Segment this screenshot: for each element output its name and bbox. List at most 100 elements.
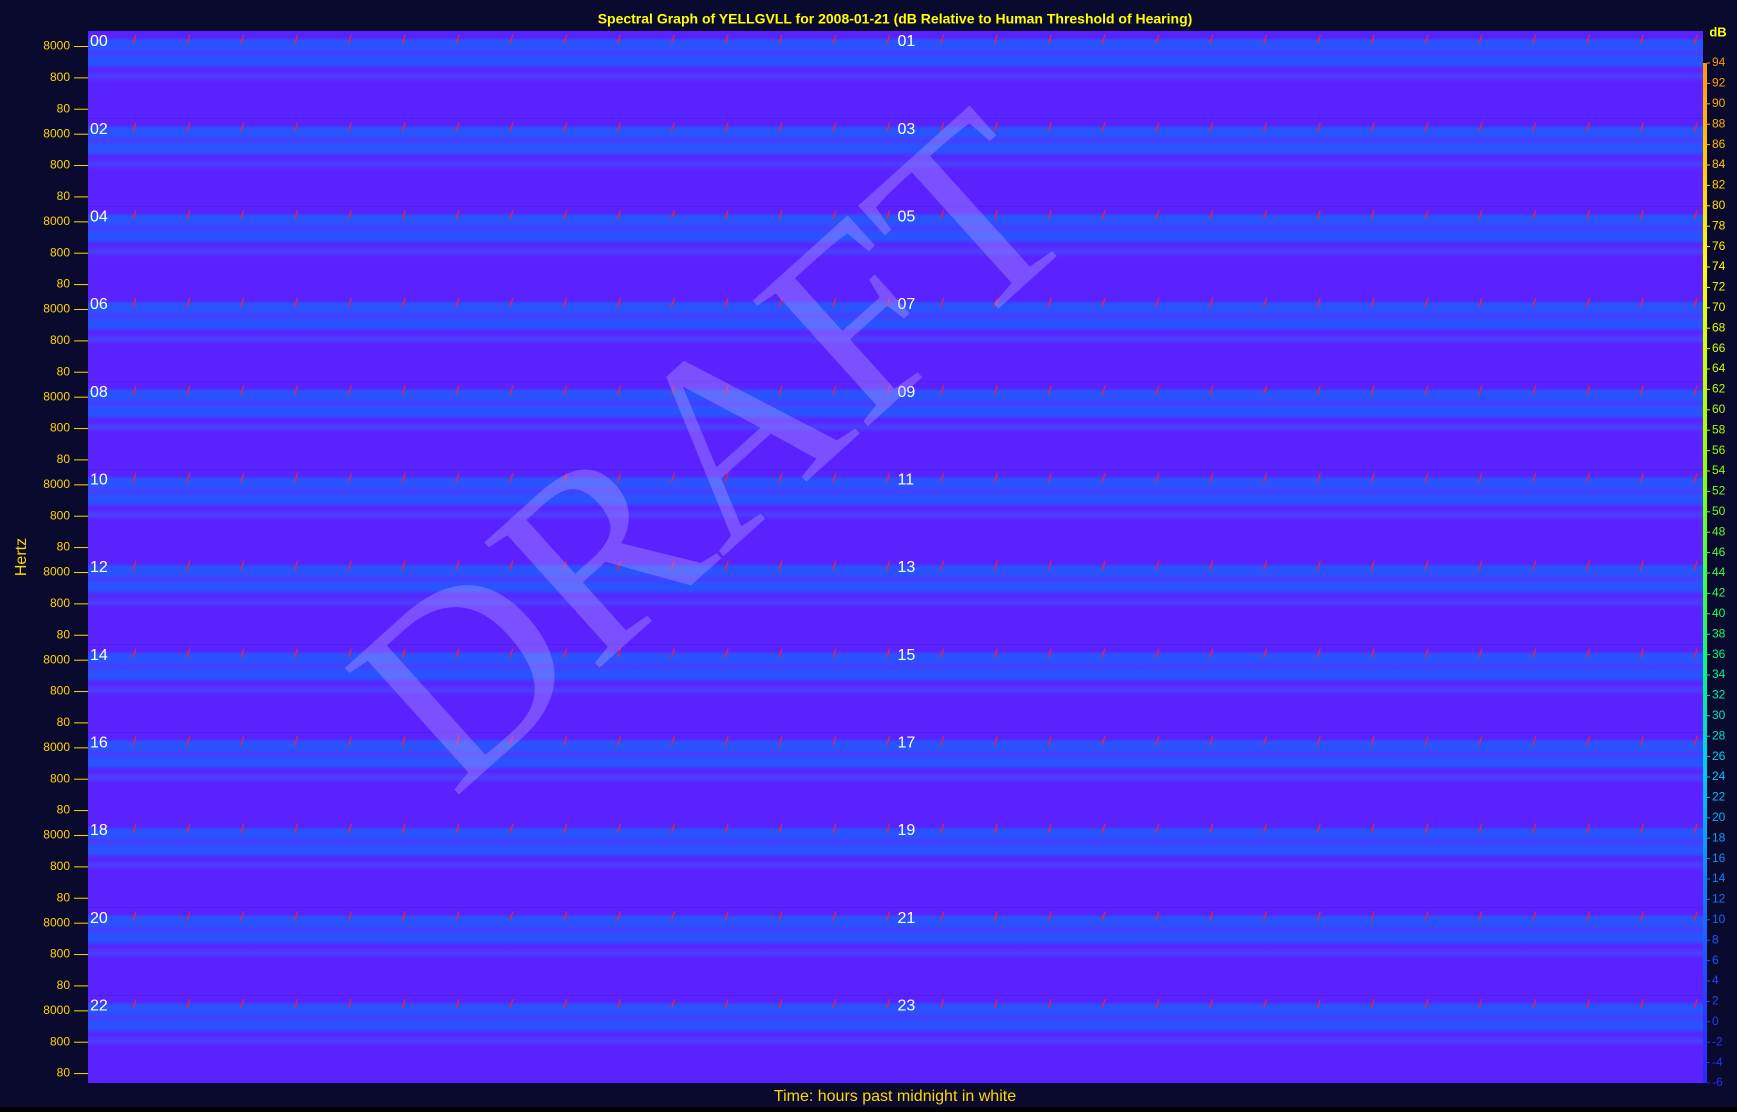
- time-marker: [1101, 122, 1106, 132]
- spectrogram-row: [88, 907, 1703, 996]
- time-marker: [240, 210, 245, 220]
- time-marker: [1155, 911, 1160, 921]
- time-marker: [293, 999, 299, 1009]
- y-tick-label: 8000: [43, 1003, 70, 1017]
- time-marker: [1047, 560, 1052, 571]
- time-marker: [1639, 297, 1644, 308]
- time-marker: [1262, 385, 1268, 395]
- time-marker: [240, 823, 245, 834]
- time-marker: [240, 122, 245, 132]
- time-marker: [1262, 736, 1268, 746]
- hour-label: 04: [90, 209, 108, 226]
- time-marker: [1262, 34, 1268, 45]
- time-marker: [455, 560, 460, 571]
- time-marker: [186, 297, 191, 308]
- time-marker: [939, 911, 945, 921]
- time-marker: [1532, 999, 1537, 1009]
- time-marker: [1101, 999, 1106, 1009]
- spectrogram-row: [88, 294, 1703, 382]
- y-tick-label: 8000: [43, 39, 70, 53]
- time-marker: [347, 297, 352, 308]
- time-marker: [401, 648, 406, 658]
- y-tick-label: 8000: [43, 828, 70, 842]
- x-axis-label: Time: hours past midnight in white: [774, 1088, 1016, 1105]
- time-marker: [1532, 297, 1537, 308]
- time-marker: [1155, 999, 1160, 1009]
- time-marker: [186, 560, 191, 571]
- time-marker: [1047, 385, 1052, 395]
- time-marker: [778, 122, 783, 132]
- colorbar-tick-label: 78: [1712, 218, 1726, 232]
- time-marker: [455, 34, 460, 45]
- time-marker: [1209, 122, 1214, 132]
- time-marker: [1370, 473, 1375, 483]
- time-marker: [1532, 385, 1537, 395]
- time-marker: [1478, 210, 1483, 220]
- time-marker: [670, 34, 675, 45]
- time-marker: [1424, 736, 1429, 746]
- time-marker: [724, 911, 729, 921]
- hour-label: 17: [898, 735, 916, 752]
- hour-label: 09: [898, 384, 916, 401]
- spectrogram-row: [88, 118, 1703, 207]
- colorbar-tick-label: 18: [1712, 830, 1726, 844]
- hour-label: 23: [898, 998, 916, 1015]
- time-marker: [1424, 210, 1429, 220]
- time-marker: [1585, 736, 1591, 746]
- time-marker: [616, 999, 622, 1009]
- time-marker: [1639, 999, 1644, 1009]
- time-marker: [832, 736, 837, 746]
- y-tick-label: 8000: [43, 565, 70, 579]
- hour-label: 13: [898, 559, 916, 576]
- spectrogram-row: [88, 644, 1703, 733]
- spectrogram-row: [88, 995, 1703, 1083]
- time-marker: [1693, 473, 1698, 483]
- colorbar-tick-label: 8: [1712, 932, 1719, 946]
- time-marker: [670, 473, 675, 483]
- time-marker: [1693, 122, 1698, 132]
- time-marker: [1370, 560, 1375, 571]
- time-marker: [886, 210, 891, 220]
- time-marker: [1424, 999, 1429, 1009]
- colorbar-tick-label: 92: [1712, 76, 1726, 90]
- time-marker: [832, 210, 837, 220]
- y-tick-label: 80: [57, 890, 71, 904]
- time-marker: [1101, 911, 1106, 921]
- time-marker: [509, 648, 514, 658]
- time-marker: [1478, 385, 1483, 395]
- time-marker: [1532, 210, 1537, 220]
- time-marker: [1639, 648, 1644, 658]
- time-marker: [1639, 210, 1644, 220]
- time-marker: [401, 122, 406, 132]
- time-marker: [1585, 911, 1591, 921]
- colorbar-tick-label: 72: [1712, 280, 1726, 294]
- time-marker: [670, 210, 675, 220]
- time-marker: [1209, 736, 1214, 746]
- time-marker: [939, 473, 945, 483]
- time-marker: [563, 736, 568, 746]
- time-marker: [1101, 736, 1106, 746]
- time-marker: [1155, 648, 1160, 658]
- colorbar: [1703, 63, 1707, 1083]
- time-marker: [455, 911, 460, 921]
- time-marker: [240, 297, 245, 308]
- time-marker: [455, 648, 460, 658]
- time-marker: [509, 34, 514, 45]
- time-marker: [1424, 648, 1429, 658]
- time-marker: [724, 736, 729, 746]
- time-marker: [1101, 34, 1106, 45]
- time-marker: [1101, 385, 1106, 395]
- hour-label: 00: [90, 33, 108, 50]
- y-tick-label: 800: [50, 947, 70, 961]
- time-marker: [886, 385, 891, 395]
- time-marker: [778, 34, 783, 45]
- time-marker: [1316, 823, 1321, 834]
- colorbar-tick-label: 52: [1712, 484, 1726, 498]
- time-marker: [1155, 473, 1160, 483]
- colorbar-tick-label: 4: [1712, 973, 1719, 987]
- time-marker: [132, 473, 137, 483]
- y-tick-label: 8000: [43, 302, 70, 316]
- time-marker: [455, 122, 460, 132]
- y-tick-label: 800: [50, 508, 70, 522]
